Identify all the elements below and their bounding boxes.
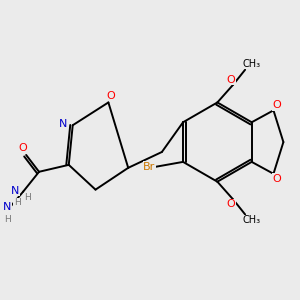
Text: H: H — [14, 198, 21, 207]
Text: CH₃: CH₃ — [243, 59, 261, 69]
Text: O: O — [227, 75, 236, 85]
Text: Br: Br — [143, 162, 155, 172]
Text: N: N — [58, 119, 67, 129]
Text: O: O — [106, 91, 115, 100]
Text: O: O — [227, 200, 236, 209]
Text: H: H — [4, 215, 11, 224]
Text: H: H — [24, 193, 31, 202]
Text: O: O — [272, 100, 281, 110]
Text: CH₃: CH₃ — [243, 215, 261, 225]
Text: O: O — [19, 143, 28, 153]
Text: O: O — [272, 174, 281, 184]
Text: N: N — [3, 202, 11, 212]
Text: N: N — [11, 186, 20, 196]
